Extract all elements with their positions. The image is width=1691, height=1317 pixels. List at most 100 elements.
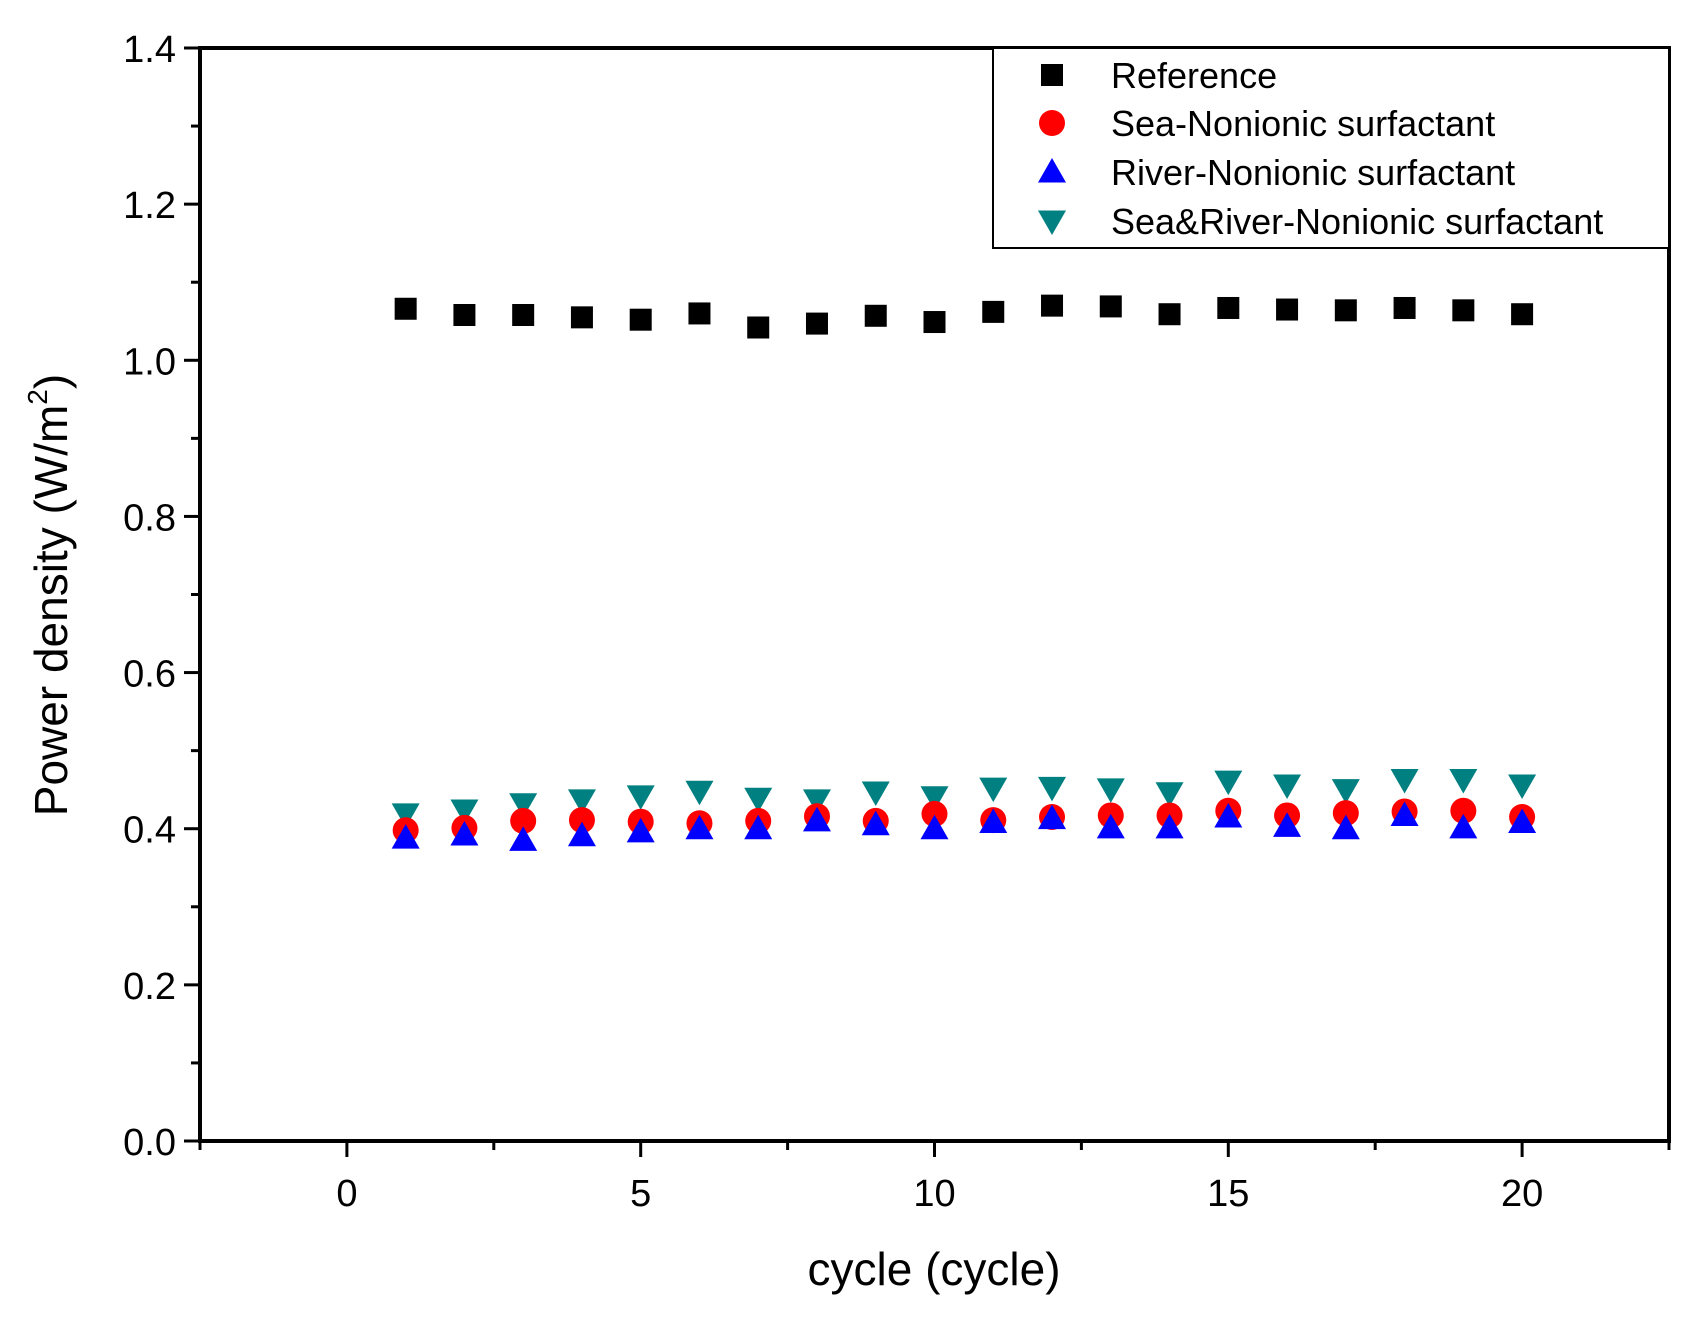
y-axis-label-superscript: 2: [22, 389, 53, 405]
data-point: [1096, 778, 1125, 803]
data-point: [629, 308, 652, 331]
data-point: [510, 807, 537, 834]
data-point: [688, 302, 711, 325]
data-point: [1273, 774, 1302, 799]
data-point: [512, 304, 535, 327]
data-point: [453, 304, 476, 327]
data-point: [1331, 814, 1360, 840]
data-point: [802, 789, 831, 814]
data-point: [1393, 296, 1416, 319]
legend-box: [992, 47, 1670, 249]
data-point: [450, 799, 479, 824]
data-point: [1214, 770, 1243, 796]
y-tick-label: 1.2: [123, 185, 176, 227]
data-point: [1334, 299, 1357, 322]
data-point: [1099, 295, 1122, 318]
y-tick-label: 1.0: [123, 341, 176, 383]
x-tick-label: 10: [913, 1173, 955, 1215]
data-point: [567, 789, 596, 814]
data-point: [1331, 779, 1360, 804]
data-point: [802, 806, 831, 832]
data-point: [1449, 769, 1478, 794]
data-point: [568, 807, 595, 834]
data-point: [509, 793, 538, 818]
legend-label: River-Nonionic surfactant: [1111, 152, 1515, 193]
y-tick-label: 0.2: [123, 966, 176, 1008]
x-tick-label: 20: [1501, 1173, 1543, 1215]
data-point: [744, 787, 773, 813]
legend-label: Reference: [1111, 55, 1277, 96]
data-point: [1041, 294, 1064, 317]
data-point: [1038, 804, 1067, 830]
data-point: [391, 824, 420, 849]
data-point: [626, 785, 655, 810]
series-triangle-down: [391, 769, 1537, 828]
data-point: [1276, 298, 1299, 321]
data-point: [1452, 299, 1475, 322]
data-point: [1508, 808, 1537, 833]
data-point: [1096, 813, 1125, 839]
data-point: [685, 780, 714, 806]
data-point: [394, 297, 417, 320]
data-point: [861, 810, 890, 836]
data-point: [1158, 303, 1181, 326]
data-point: [982, 300, 1005, 323]
data-point: [1155, 813, 1184, 839]
data-point: [1449, 813, 1478, 839]
y-tick-label: 0.4: [123, 810, 176, 852]
data-point: [1155, 782, 1184, 807]
data-point: [920, 786, 949, 811]
data-point: [570, 306, 593, 329]
y-axis-ticks: 0.0 0.2 0.4 0.6 0.8 1.0 1.2 1.4: [123, 29, 200, 1164]
data-point: [1508, 774, 1537, 799]
data-point: [861, 781, 890, 807]
data-point: [921, 800, 948, 827]
x-axis-ticks: 0 5 10 15 20: [198, 1141, 1671, 1215]
legend-marker: [1039, 110, 1065, 136]
x-tick-label: 15: [1207, 1173, 1249, 1215]
y-axis-label-text: Power density (W/m: [25, 405, 77, 817]
data-point: [1214, 803, 1243, 828]
legend-marker: [1038, 210, 1066, 235]
data-point: [923, 311, 946, 334]
x-axis-label: cycle (cycle): [807, 1243, 1060, 1295]
x-tick-label: 5: [630, 1173, 651, 1215]
data-point: [1390, 801, 1419, 826]
series-square: [394, 294, 1534, 339]
data-point: [450, 820, 479, 846]
y-tick-label: 1.4: [123, 29, 176, 71]
y-axis-label-close: ): [25, 374, 77, 389]
data-point: [864, 304, 887, 327]
legend-marker: [1041, 64, 1063, 86]
y-tick-label: 0.6: [123, 654, 176, 696]
data-point: [1273, 812, 1302, 837]
series-triangle-up: [391, 801, 1537, 851]
data-point: [509, 826, 538, 851]
y-axis-label: Power density (W/m2): [22, 374, 77, 816]
data-point: [805, 312, 828, 335]
data-point: [567, 821, 596, 847]
data-point: [1450, 797, 1477, 824]
y-tick-label: 0.0: [123, 1122, 176, 1164]
legend: Reference Sea-Nonionic surfactant River-No…: [992, 47, 1670, 249]
data-point: [626, 817, 655, 843]
data-point: [1511, 303, 1534, 326]
legend-label: Sea&River-Nonionic surfactant: [1111, 201, 1603, 242]
data-point: [685, 814, 714, 840]
data-point: [744, 814, 773, 840]
y-tick-label: 0.8: [123, 497, 176, 539]
legend-label: Sea-Nonionic surfactant: [1111, 103, 1495, 144]
legend-marker: [1038, 158, 1066, 183]
data-point: [1332, 800, 1359, 827]
data-point: [979, 808, 1008, 833]
data-point: [747, 316, 770, 339]
data-point: [1390, 769, 1419, 794]
data-points: [391, 294, 1537, 851]
data-point: [391, 803, 420, 828]
data-point: [1038, 776, 1067, 802]
data-point: [920, 814, 949, 840]
data-point: [1217, 296, 1240, 319]
x-tick-label: 0: [336, 1173, 357, 1215]
data-point: [979, 777, 1008, 803]
